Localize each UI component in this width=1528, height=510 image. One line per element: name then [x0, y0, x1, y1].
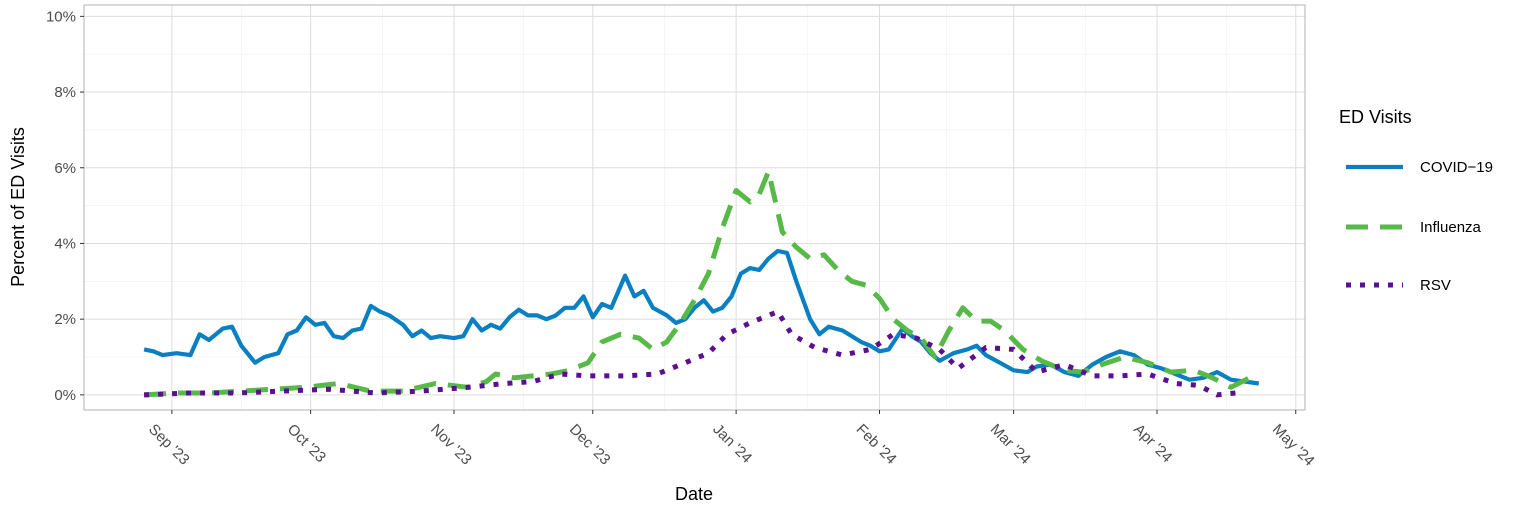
y-axis: 0% 2% 4% 6% 8% 10% — [46, 8, 84, 404]
series-lines — [143, 169, 1260, 398]
legend-label: Influenza — [1420, 219, 1482, 236]
x-tick-label: Jan '24 — [709, 421, 755, 467]
grid — [84, 5, 1305, 410]
x-tick-label: Mar '24 — [987, 421, 1034, 468]
series-line-influenza — [143, 169, 1251, 398]
x-tick-label: Nov '23 — [427, 421, 475, 469]
x-tick-label: Oct '23 — [284, 421, 329, 466]
legend: ED Visits COVID−19 Influenza RSV — [1339, 107, 1493, 294]
y-tick-label: 10% — [46, 8, 76, 25]
x-tick-label: Feb '24 — [853, 421, 900, 468]
x-tick-label: Sep '23 — [145, 421, 193, 469]
y-tick-label: 8% — [54, 84, 76, 101]
x-tick-label: Dec '23 — [566, 421, 614, 469]
y-tick-label: 0% — [54, 387, 76, 404]
y-axis-title: Percent of ED Visits — [8, 127, 28, 287]
x-axis-title: Date — [675, 484, 713, 504]
x-axis: Sep '23 Oct '23 Nov '23 Dec '23 Jan '24 Feb '… — [145, 410, 1318, 470]
legend-label: COVID−19 — [1420, 159, 1493, 176]
x-tick-label: May '24 — [1269, 421, 1318, 470]
series-line-covid-19 — [143, 248, 1260, 386]
y-tick-label: 6% — [54, 160, 76, 177]
y-tick-label: 4% — [54, 235, 76, 252]
legend-label: RSV — [1420, 277, 1451, 294]
legend-title: ED Visits — [1339, 107, 1412, 127]
x-tick-label: Apr '24 — [1130, 421, 1175, 466]
y-tick-label: 2% — [54, 311, 76, 328]
series-line-rsv — [143, 309, 1236, 398]
plot-panel-border — [83, 4, 1306, 411]
